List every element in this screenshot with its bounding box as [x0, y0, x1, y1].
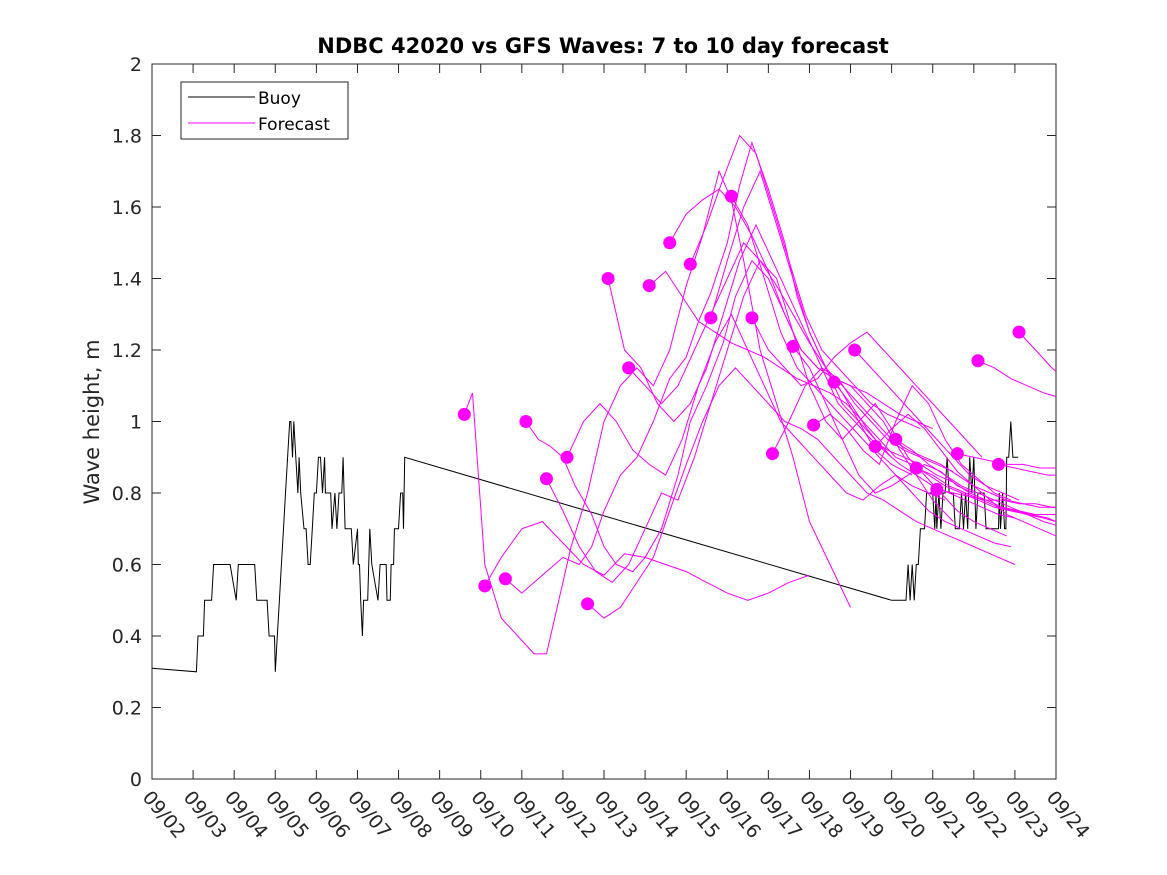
forecast-start-marker: [519, 415, 533, 428]
x-tick-label: 09/03: [179, 787, 231, 843]
x-tick-label: 09/12: [549, 787, 601, 843]
x-tick-label: 09/02: [138, 787, 190, 843]
forecast-series-line-18: [813, 384, 1011, 501]
forecast-start-marker: [827, 375, 841, 389]
forecast-start-markers: [457, 189, 1026, 611]
forecast-series-line-25: [957, 453, 1056, 469]
forecast-series-line-16: [772, 367, 954, 473]
forecast-start-marker: [642, 279, 656, 293]
legend-box: [180, 81, 349, 140]
x-tick-label: 09/24: [1042, 787, 1094, 843]
forecast-series-line-26: [977, 360, 1057, 397]
forecast-series-line-6: [566, 313, 1011, 548]
x-tick-label: 09/19: [836, 787, 888, 843]
forecast-series-line-5: [546, 259, 1007, 584]
forecast-series-line-11: [669, 188, 933, 430]
legend-forecast-label: Forecast: [258, 115, 330, 135]
x-tick-label: 09/04: [220, 787, 272, 843]
forecast-start-marker: [971, 354, 985, 368]
x-tick-label: 09/14: [631, 787, 683, 843]
forecast-series-line-14: [730, 196, 946, 501]
forecast-start-marker: [478, 579, 492, 593]
y-axis-ticks: 0 0.2 0.4 0.6 0.8 1 1.2 1.4 1.6 1.8 2: [112, 54, 1056, 791]
forecast-series-line-20: [854, 349, 1020, 501]
forecast-series-line-4: [525, 259, 954, 573]
buoy-series-line: [151, 421, 1019, 673]
forecast-start-marker: [991, 457, 1005, 471]
forecast-start-marker: [745, 311, 759, 325]
x-tick-label: 09/20: [877, 787, 929, 843]
y-tick-label: 1.6: [112, 197, 142, 219]
forecast-start-marker: [807, 418, 821, 432]
y-tick-label: 1.8: [112, 126, 142, 148]
forecast-series-line-15: [751, 317, 983, 458]
legend: Buoy Forecast: [180, 81, 349, 140]
y-tick-label: 1: [130, 412, 142, 434]
forecast-start-marker: [581, 597, 595, 611]
x-tick-label: 09/09: [425, 787, 477, 843]
forecast-series-line-13: [710, 169, 892, 458]
x-tick-label: 09/22: [960, 787, 1012, 843]
forecast-start-marker: [498, 572, 512, 586]
forecast-start-marker: [889, 432, 903, 446]
forecast-start-marker: [786, 339, 800, 353]
forecast-start-marker: [704, 311, 718, 325]
forecast-start-marker: [909, 461, 923, 475]
forecast-series-line-24: [936, 488, 1056, 508]
y-tick-label: 0.6: [112, 555, 142, 577]
forecast-series-line-27: [998, 463, 1056, 476]
forecast-start-marker: [663, 236, 677, 250]
forecast-start-marker: [848, 343, 862, 357]
x-tick-label: 09/18: [795, 787, 847, 843]
y-tick-label: 0.2: [112, 698, 142, 720]
forecast-start-marker: [1012, 325, 1026, 339]
x-tick-label: 09/05: [261, 787, 313, 843]
chart-title: NDBC 42020 vs GFS Waves: 7 to 10 day for…: [317, 34, 888, 58]
x-tick-label: 09/06: [302, 787, 354, 843]
forecast-start-marker: [930, 482, 944, 496]
y-axis-label: Wave height, m: [80, 339, 104, 504]
y-tick-label: 0.4: [112, 626, 142, 648]
forecast-series-line-10: [648, 270, 1057, 523]
forecast-start-marker: [868, 440, 882, 454]
forecast-series-line-12: [689, 134, 921, 430]
y-tick-label: 2: [130, 54, 142, 76]
series-layer: [151, 134, 1057, 673]
x-tick-label: 09/23: [1001, 787, 1053, 843]
y-tick-label: 0: [130, 769, 142, 791]
forecast-start-marker: [457, 407, 471, 421]
forecast-start-marker: [539, 472, 553, 486]
forecast-series-line-19: [833, 381, 1016, 519]
x-tick-label: 09/10: [466, 787, 518, 843]
forecast-start-marker: [950, 447, 964, 461]
forecast-start-marker: [622, 361, 636, 375]
forecast-series-line-7: [587, 367, 1016, 619]
x-tick-label: 09/15: [672, 787, 724, 843]
forecast-series-line-21: [874, 413, 1057, 537]
y-tick-label: 0.8: [112, 483, 142, 505]
x-tick-label: 09/11: [508, 787, 560, 843]
forecast-series-line-23: [916, 467, 1057, 523]
x-tick-label: 09/21: [918, 787, 970, 843]
forecast-series-line-28: [1018, 331, 1057, 372]
forecast-start-marker: [601, 272, 615, 285]
forecast-series-line-22: [895, 438, 1057, 526]
forecast-start-marker: [683, 257, 697, 271]
x-tick-label: 09/13: [590, 787, 642, 843]
x-tick-label: 09/07: [343, 787, 395, 843]
x-tick-label: 09/16: [713, 787, 765, 843]
x-tick-label: 09/17: [754, 787, 806, 843]
forecast-start-marker: [560, 450, 574, 464]
x-tick-label: 09/08: [384, 787, 436, 843]
y-tick-label: 1.4: [112, 269, 142, 291]
legend-buoy-label: Buoy: [258, 89, 301, 109]
forecast-start-marker: [765, 447, 779, 461]
y-tick-label: 1.2: [112, 340, 142, 362]
forecast-start-marker: [724, 189, 738, 203]
